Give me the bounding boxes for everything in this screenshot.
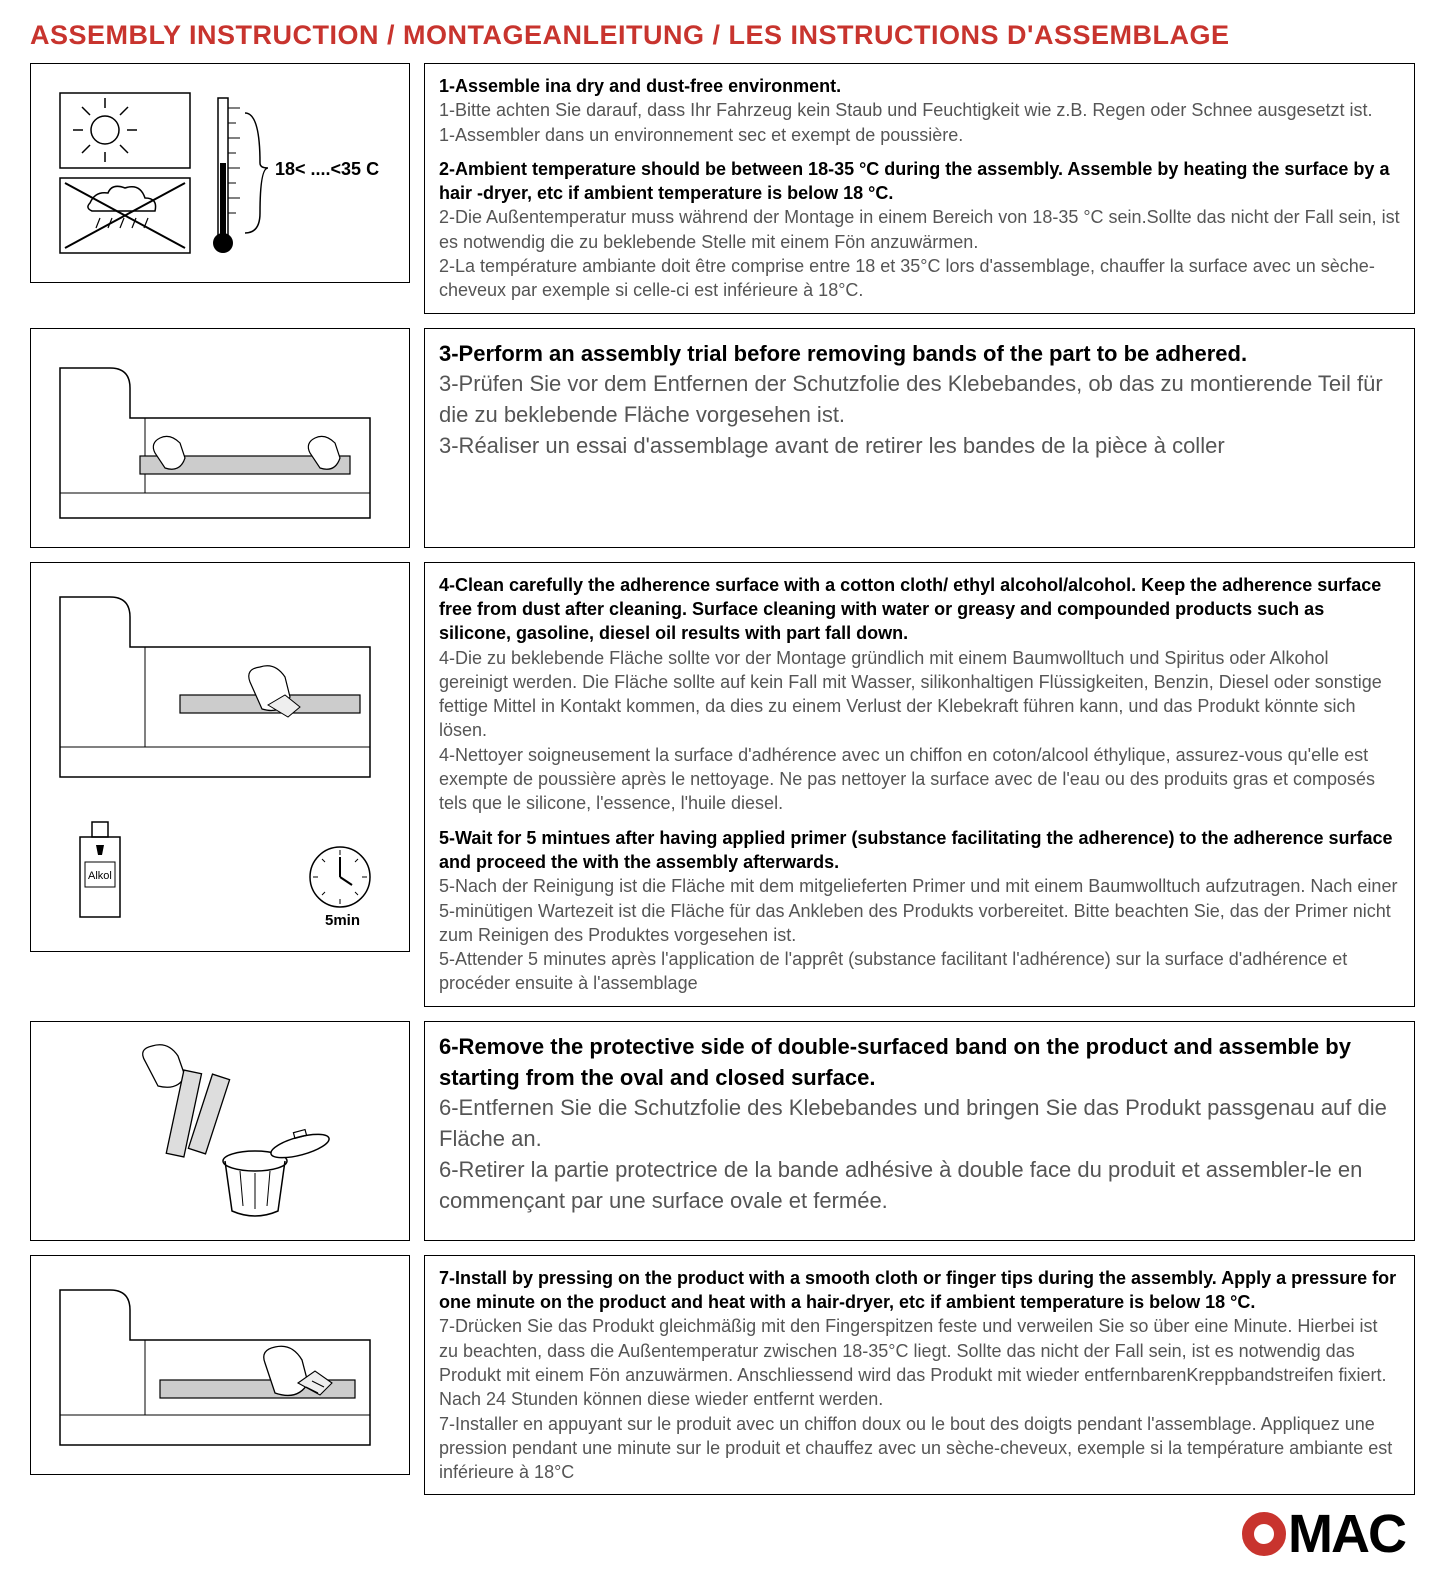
brand-logo: MAC bbox=[30, 1503, 1415, 1565]
page-title: ASSEMBLY INSTRUCTION / MONTAGEANLEITUNG … bbox=[30, 20, 1415, 51]
instruction-line: 5-Wait for 5 mintues after having applie… bbox=[439, 826, 1400, 875]
instruction-line: 7-Installer en appuyant sur le produit a… bbox=[439, 1412, 1400, 1485]
instruction-line: 1-Bitte achten Sie darauf, dass Ihr Fahr… bbox=[439, 98, 1400, 122]
step-row-5: 7-Install by pressing on the product wit… bbox=[30, 1255, 1415, 1496]
instruction-line: 2-Ambient temperature should be between … bbox=[439, 157, 1400, 206]
logo-o-icon bbox=[1242, 1512, 1286, 1556]
diagram-clean: Alkol 5min bbox=[30, 562, 410, 952]
step-text-2: 3-Perform an assembly trial before remov… bbox=[424, 328, 1415, 548]
diagram-trial bbox=[30, 328, 410, 548]
svg-text:Alkol: Alkol bbox=[88, 870, 112, 882]
svg-text:5min: 5min bbox=[325, 912, 360, 929]
step-text-1: 1-Assemble ina dry and dust-free environ… bbox=[424, 63, 1415, 314]
instruction-line: 6-Entfernen Sie die Schutzfolie des Kleb… bbox=[439, 1093, 1400, 1155]
instruction-line: 7-Drücken Sie das Produkt gleichmäßig mi… bbox=[439, 1314, 1400, 1411]
step-text-4: 6-Remove the protective side of double-s… bbox=[424, 1021, 1415, 1241]
step-text-3: 4-Clean carefully the adherence surface … bbox=[424, 562, 1415, 1007]
instruction-line: 1-Assemble ina dry and dust-free environ… bbox=[439, 74, 1400, 98]
instruction-line: 2-Die Außentemperatur muss während der M… bbox=[439, 205, 1400, 254]
step-row-4: 6-Remove the protective side of double-s… bbox=[30, 1021, 1415, 1241]
instruction-line: 4-Nettoyer soigneusement la surface d'ad… bbox=[439, 743, 1400, 816]
instruction-line: 4-Clean carefully the adherence surface … bbox=[439, 573, 1400, 646]
logo-text: MAC bbox=[1288, 1503, 1405, 1565]
instruction-line: 7-Install by pressing on the product wit… bbox=[439, 1266, 1400, 1315]
instruction-line: 5-Attender 5 minutes après l'application… bbox=[439, 947, 1400, 996]
diagram-press bbox=[30, 1255, 410, 1475]
diagram-temperature: 18< ....<35 C bbox=[30, 63, 410, 283]
instruction-line: 6-Remove the protective side of double-s… bbox=[439, 1032, 1400, 1094]
step-row-2: 3-Perform an assembly trial before remov… bbox=[30, 328, 1415, 548]
instruction-line: 3-Perform an assembly trial before remov… bbox=[439, 339, 1400, 370]
instruction-line: 3-Prüfen Sie vor dem Entfernen der Schut… bbox=[439, 369, 1400, 431]
diagram-remove-tape bbox=[30, 1021, 410, 1241]
svg-text:18< ....<35 C: 18< ....<35 C bbox=[275, 159, 379, 179]
instruction-line: 4-Die zu beklebende Fläche sollte vor de… bbox=[439, 646, 1400, 743]
step-text-5: 7-Install by pressing on the product wit… bbox=[424, 1255, 1415, 1496]
instruction-line: 2-La température ambiante doit être comp… bbox=[439, 254, 1400, 303]
step-row-1: 18< ....<35 C 1-Assemble ina dry and dus… bbox=[30, 63, 1415, 314]
step-row-3: Alkol 5min 4-Clean carefully the adheren… bbox=[30, 562, 1415, 1007]
instruction-line: 3-Réaliser un essai d'assemblage avant d… bbox=[439, 431, 1400, 462]
instruction-line: 1-Assembler dans un environnement sec et… bbox=[439, 123, 1400, 147]
instruction-line: 5-Nach der Reinigung ist die Fläche mit … bbox=[439, 874, 1400, 947]
instruction-line: 6-Retirer la partie protectrice de la ba… bbox=[439, 1155, 1400, 1217]
